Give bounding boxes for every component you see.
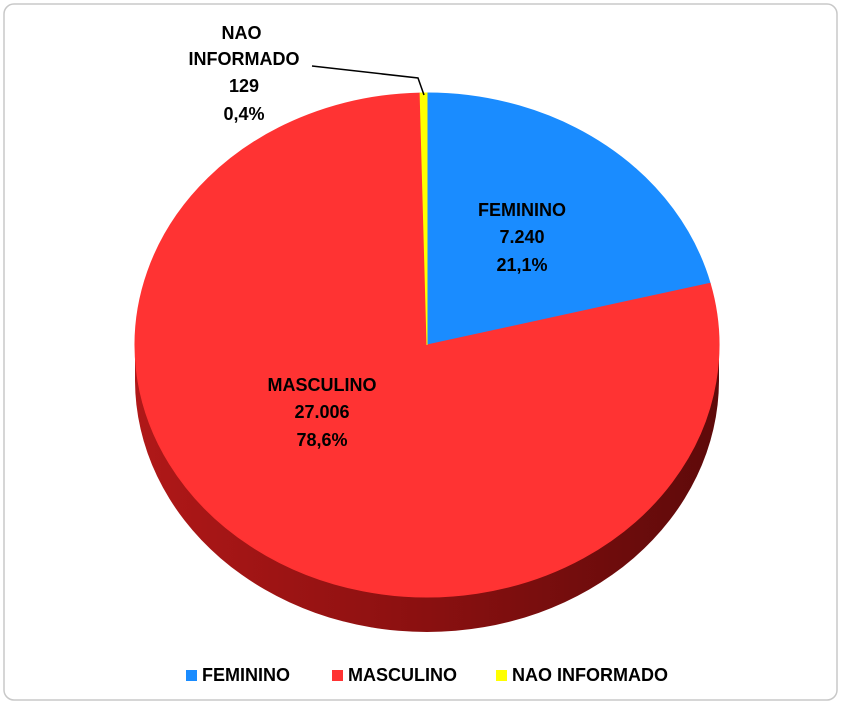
legend-swatch xyxy=(496,670,507,681)
data-label-value: 129 xyxy=(229,76,259,96)
data-label-percent: 21,1% xyxy=(496,255,547,275)
data-label-name: FEMININO xyxy=(478,200,566,220)
data-label-name: NAO INFORMADO xyxy=(189,23,300,69)
legend-swatch xyxy=(332,670,343,681)
data-label-percent: 78,6% xyxy=(296,430,347,450)
data-label-value: 7.240 xyxy=(499,227,544,247)
legend-swatch xyxy=(186,670,197,681)
data-label-name: MASCULINO xyxy=(268,375,377,395)
pie-slice xyxy=(426,92,711,346)
pie-slice xyxy=(134,92,720,598)
data-label-percent: 0,4% xyxy=(223,104,264,124)
leader-line xyxy=(311,65,425,96)
legend-label: FEMININO xyxy=(202,665,290,685)
legend-label: MASCULINO xyxy=(348,665,457,685)
data-label-value: 27.006 xyxy=(294,402,349,422)
legend-label: NAO INFORMADO xyxy=(512,665,668,685)
